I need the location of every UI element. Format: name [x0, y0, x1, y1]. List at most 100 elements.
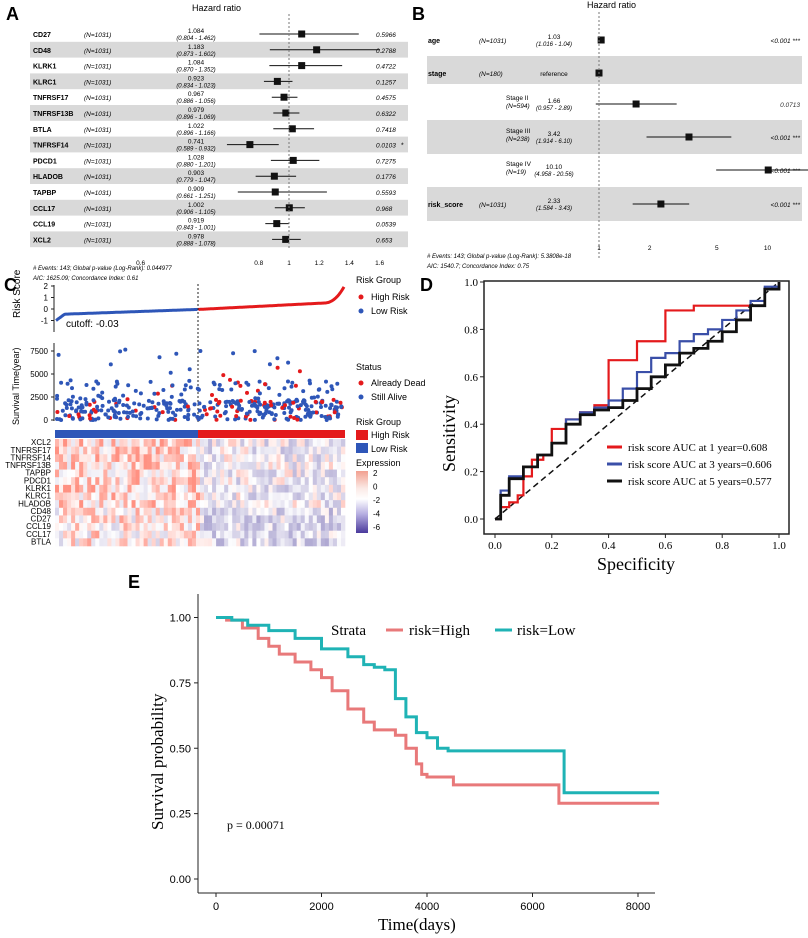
- heatmap-cell: [95, 507, 100, 516]
- heatmap-cell: [143, 530, 148, 539]
- heatmap-cell: [119, 454, 124, 463]
- heatmap-cell: [224, 492, 229, 501]
- heatmap-cell: [183, 538, 189, 547]
- panel-b: B Hazard ratio age (N=1031) 1.03(1.016 - 1…: [412, 0, 808, 270]
- forest-b-xtick: 2: [648, 245, 652, 252]
- expression-tick-label: 0: [373, 483, 378, 492]
- heatmap-cell: [71, 538, 76, 547]
- forest-a-row-ci: (0.896 - 1.166): [176, 131, 215, 137]
- heatmap-cell: [115, 454, 120, 463]
- heatmap-cell: [264, 454, 269, 463]
- heatmap-cell: [171, 500, 177, 509]
- forest-a-row-n: (N=1031): [84, 237, 111, 244]
- heatmap-cell: [252, 461, 257, 470]
- heatmap-cell: [252, 523, 257, 532]
- heatmap-cell: [67, 523, 72, 532]
- heatmap-cell: [236, 477, 241, 486]
- heatmap-cell: [103, 469, 108, 478]
- heatmap-cell: [200, 469, 205, 478]
- heatmap-cell: [163, 469, 169, 478]
- roc-legend-label: risk score AUC at 1 year=0.608: [628, 442, 768, 454]
- heatmap-cell: [272, 477, 277, 486]
- heatmap-cell: [83, 507, 88, 516]
- heatmap-cell: [224, 515, 229, 524]
- heatmap-cell: [220, 507, 225, 516]
- heatmap-cell: [191, 523, 197, 532]
- roc-ytick-label: 0.6: [464, 372, 478, 384]
- heatmap-cell: [119, 469, 124, 478]
- heatmap-cell: [151, 523, 156, 532]
- heatmap-cell: [123, 492, 128, 501]
- heatmap-cell: [67, 538, 72, 547]
- heatmap-cell: [55, 439, 60, 447]
- survival-point-alive: [256, 396, 261, 401]
- heatmap-cell: [280, 454, 285, 463]
- heatmap-cell: [232, 461, 237, 470]
- heatmap-cell: [151, 530, 156, 539]
- heatmap-cell: [155, 523, 161, 532]
- heatmap-cell: [276, 469, 281, 478]
- heatmap-cell: [67, 507, 72, 516]
- heatmap-cell: [119, 523, 124, 532]
- survival-point-alive: [192, 412, 197, 417]
- heatmap-cell: [340, 484, 346, 493]
- heatmap-cell: [312, 507, 318, 516]
- heatmap-cell: [232, 538, 237, 547]
- heatmap-cell: [316, 469, 322, 478]
- forest-a-row-ci: (0.873 - 1.602): [176, 52, 215, 58]
- legend-high-risk-dot: [358, 294, 364, 300]
- heatmap-cell: [87, 446, 92, 455]
- heatmap-cell: [308, 446, 314, 455]
- heatmap-cell: [127, 477, 132, 486]
- roc-xlabel: Specificity: [597, 554, 675, 574]
- heatmap-cell: [320, 477, 326, 486]
- heatmap-cell: [208, 461, 213, 470]
- forest-b-row-name: age: [428, 38, 440, 45]
- cutoff-label: cutoff: -0.03: [66, 319, 119, 330]
- forest-a-row-name: BTLA: [33, 127, 52, 134]
- heatmap-cell: [224, 484, 229, 493]
- roc-curve-1-year: [495, 282, 781, 521]
- heatmap-cell: [244, 484, 249, 493]
- heatmap-cell: [300, 446, 306, 455]
- heatmap-cell: [200, 454, 205, 463]
- heatmap-cell: [123, 538, 128, 547]
- heatmap-cell: [59, 484, 64, 493]
- heatmap-cell: [296, 454, 301, 463]
- heatmap-cell: [159, 530, 165, 539]
- forest-a-xtick: 1.6: [375, 260, 384, 267]
- heatmap-cell: [312, 523, 318, 532]
- heatmap-cell: [119, 492, 124, 501]
- forest-a-row-ci: (0.886 - 1.056): [176, 99, 215, 105]
- heatmap-cell: [107, 500, 112, 509]
- heatmap-cell: [187, 492, 193, 501]
- heatmap-cell: [328, 461, 334, 470]
- heatmap-cell: [183, 484, 189, 493]
- heatmap-cell: [220, 484, 225, 493]
- heatmap-cell: [300, 523, 306, 532]
- heatmap-cell: [200, 530, 205, 539]
- forest-a-row-band: [30, 73, 408, 90]
- heatmap-cell: [119, 461, 124, 470]
- heatmap-cell: [252, 515, 257, 524]
- heatmap-cell: [143, 477, 148, 486]
- heatmap-cell: [87, 538, 92, 547]
- heatmap-cell: [119, 530, 124, 539]
- heatmap-cell: [244, 530, 249, 539]
- heatmap-cell: [139, 507, 144, 516]
- survival-point-alive: [277, 392, 282, 397]
- survival-point-alive: [266, 386, 271, 391]
- heatmap-cell: [304, 446, 310, 455]
- forest-a-xtick: 1.4: [345, 260, 354, 267]
- heatmap-cell: [147, 500, 152, 509]
- forest-b-row-n: (N=180): [479, 71, 503, 78]
- heatmap-cell: [276, 439, 281, 447]
- heatmap-cell: [320, 461, 326, 470]
- heatmap-cell: [268, 492, 273, 501]
- heatmap-cell: [236, 530, 241, 539]
- heatmap-cell: [336, 461, 342, 470]
- heatmap-cell: [304, 523, 310, 532]
- heatmap-cell: [67, 515, 72, 524]
- heatmap-cell: [59, 492, 64, 501]
